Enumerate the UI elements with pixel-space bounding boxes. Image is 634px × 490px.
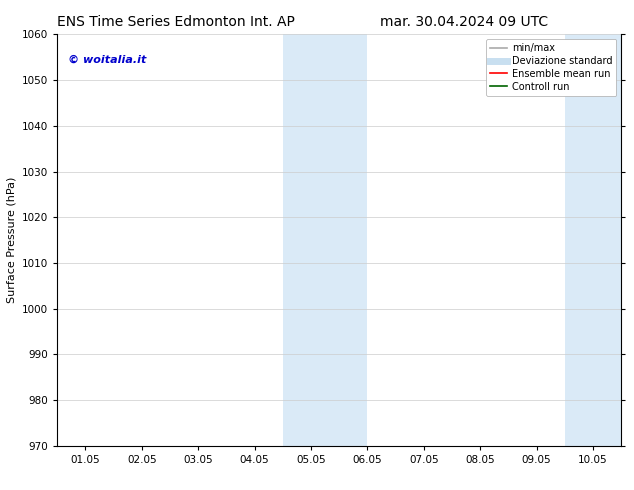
Text: ENS Time Series Edmonton Int. AP: ENS Time Series Edmonton Int. AP	[57, 15, 295, 29]
Y-axis label: Surface Pressure (hPa): Surface Pressure (hPa)	[6, 177, 16, 303]
Legend: min/max, Deviazione standard, Ensemble mean run, Controll run: min/max, Deviazione standard, Ensemble m…	[486, 39, 616, 96]
Bar	[565, 34, 621, 446]
Bar	[283, 34, 368, 446]
Text: mar. 30.04.2024 09 UTC: mar. 30.04.2024 09 UTC	[380, 15, 548, 29]
Text: © woitalia.it: © woitalia.it	[68, 55, 146, 65]
